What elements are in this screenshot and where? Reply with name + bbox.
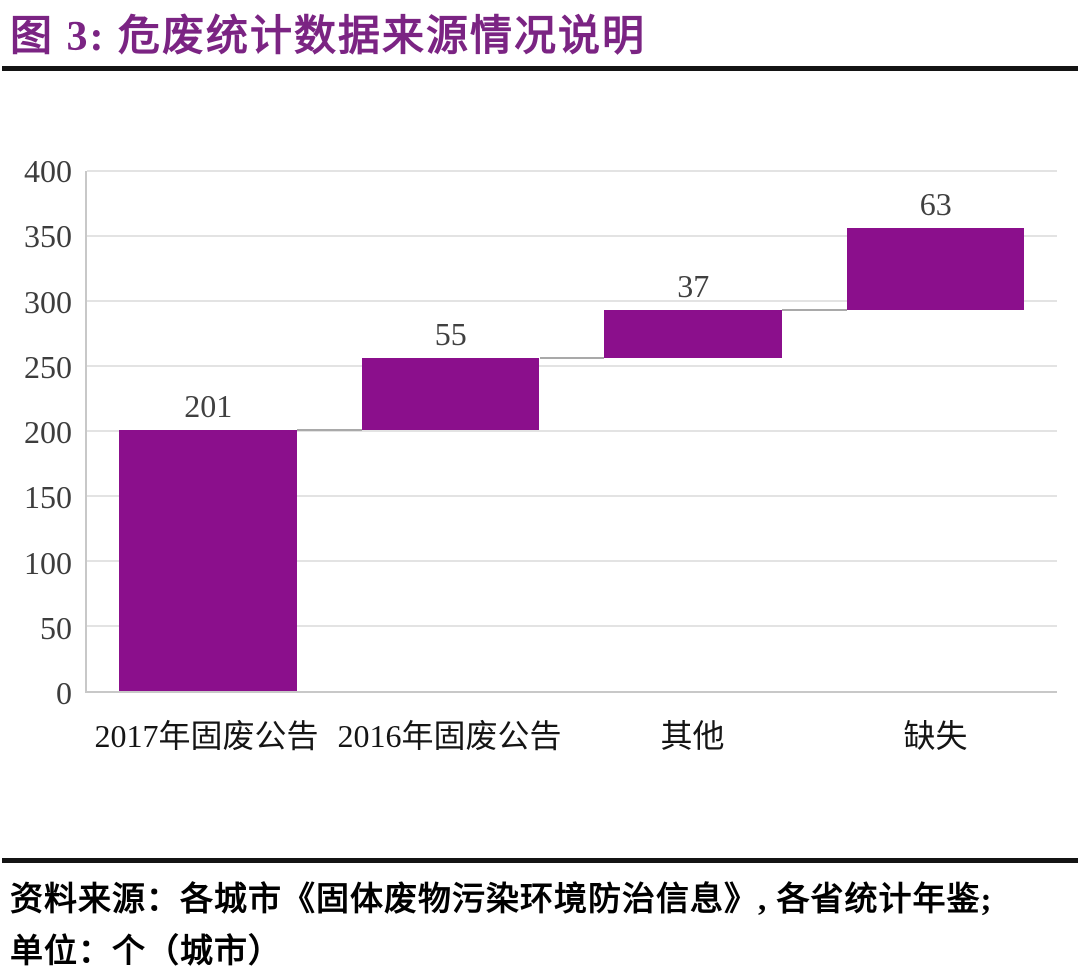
gridline — [87, 625, 1057, 627]
gridline — [87, 170, 1057, 172]
footer-divider — [2, 858, 1078, 863]
y-tick-label: 350 — [24, 218, 72, 255]
chart-title: 图 3: 危废统计数据来源情况说明 — [10, 14, 646, 60]
title-divider — [2, 66, 1078, 71]
gridline — [87, 365, 1057, 367]
x-category-label: 缺失 — [903, 718, 968, 754]
bar-value-label: 55 — [434, 316, 467, 353]
gridline — [87, 300, 1057, 302]
y-tick-label: 400 — [24, 153, 72, 189]
y-tick-label: 150 — [24, 479, 72, 516]
source-note: 资料来源：各城市《固体废物污染环境防治信息》, 各省统计年鉴; — [10, 882, 993, 918]
y-axis: 0 50 100 150 200 250 300 350 400 — [0, 155, 72, 709]
y-tick-label: 200 — [24, 414, 72, 450]
y-tick-label: 300 — [24, 283, 72, 320]
y-tick-label: 100 — [24, 544, 72, 581]
plot-area: 201 55 37 63 — [85, 170, 1057, 693]
gridline — [87, 430, 1057, 432]
x-category-label: 2017年固废公告 — [94, 718, 319, 754]
bar-value-label: 63 — [919, 186, 952, 223]
waterfall-bar — [846, 228, 1025, 311]
connector-line — [297, 428, 362, 431]
y-tick-label: 50 — [40, 609, 72, 646]
unit-note: 单位：个（城市） — [10, 934, 282, 970]
waterfall-bar — [361, 358, 540, 430]
bar-value-label: 37 — [677, 268, 710, 305]
gridline — [87, 495, 1057, 497]
gridline — [87, 235, 1057, 237]
waterfall-bar — [119, 429, 297, 691]
gridline — [87, 560, 1057, 562]
connector-line — [782, 309, 847, 312]
x-axis: 2017年固废公告 2016年固废公告 其他 缺失 — [85, 713, 1057, 759]
y-tick-label: 250 — [24, 348, 72, 385]
y-tick-label: 0 — [56, 675, 72, 711]
x-category-label: 2016年固废公告 — [337, 718, 562, 754]
x-category-label: 其他 — [660, 718, 725, 754]
connector-line — [539, 357, 605, 360]
waterfall-bar — [604, 310, 782, 359]
bar-value-label: 201 — [184, 387, 233, 424]
